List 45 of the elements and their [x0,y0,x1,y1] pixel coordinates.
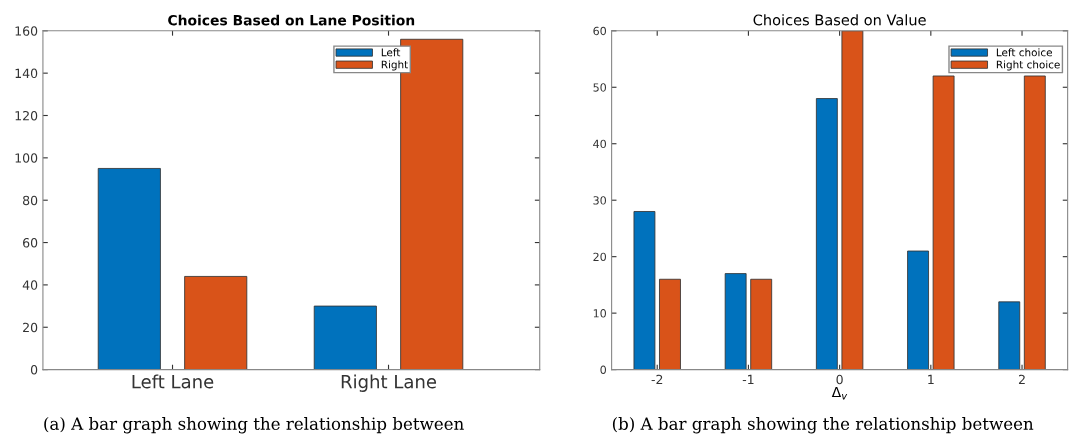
y-tick-label: 60 [593,26,607,36]
y-tick-label: 40 [593,139,607,149]
y-tick-label: 80 [23,195,38,206]
y-tick-label: 20 [23,322,38,333]
x-tick-label: 1 [928,374,934,384]
bar [750,278,773,370]
text: (b) A bar graph showing the relationship between [612,417,1034,434]
bar [659,278,681,370]
legend-label: Left choice [996,48,1052,57]
x-axis-title: Δ$_{v}$ [831,386,848,400]
bar [1023,75,1046,370]
bar [907,250,929,370]
bar [313,305,377,370]
x-tick-label: 0 [836,374,843,385]
y-tick-label: 140 [15,68,38,79]
legend-label: Right choice [996,60,1060,71]
y-tick-label: 20 [593,252,607,262]
chart-title: Choices Based on Lane Position [168,14,415,26]
text: (a) A bar graph showing the relationship between [44,417,464,434]
x-tick-label: Left Lane [132,374,214,389]
bar [184,276,248,370]
y-tick-label: 100 [15,153,38,163]
bar [815,98,838,370]
bar [998,301,1021,370]
x-tick-label: -1 [742,374,754,384]
legend-label: Left [381,48,401,57]
bar [633,211,656,370]
y-tick-label: 0 [600,365,607,374]
bar [932,75,955,370]
legend-label: Right [381,60,408,71]
bar [97,168,161,370]
x-tick-label: 2 [1018,374,1025,384]
x-tick-label: Right Lane [341,374,437,392]
y-tick-label: 60 [23,238,38,248]
y-tick-label: 160 [15,26,38,36]
y-tick-label: 10 [593,309,607,318]
bar [724,273,747,370]
y-tick-label: 40 [22,280,38,290]
chart-title: Choices Based on Value [753,14,926,26]
bar [841,30,864,370]
y-tick-label: 120 [15,110,38,121]
y-tick-label: 50 [593,83,607,92]
y-tick-label: 0 [30,365,38,375]
y-tick-label: 30 [593,196,607,205]
x-tick-label: -2 [651,374,663,384]
